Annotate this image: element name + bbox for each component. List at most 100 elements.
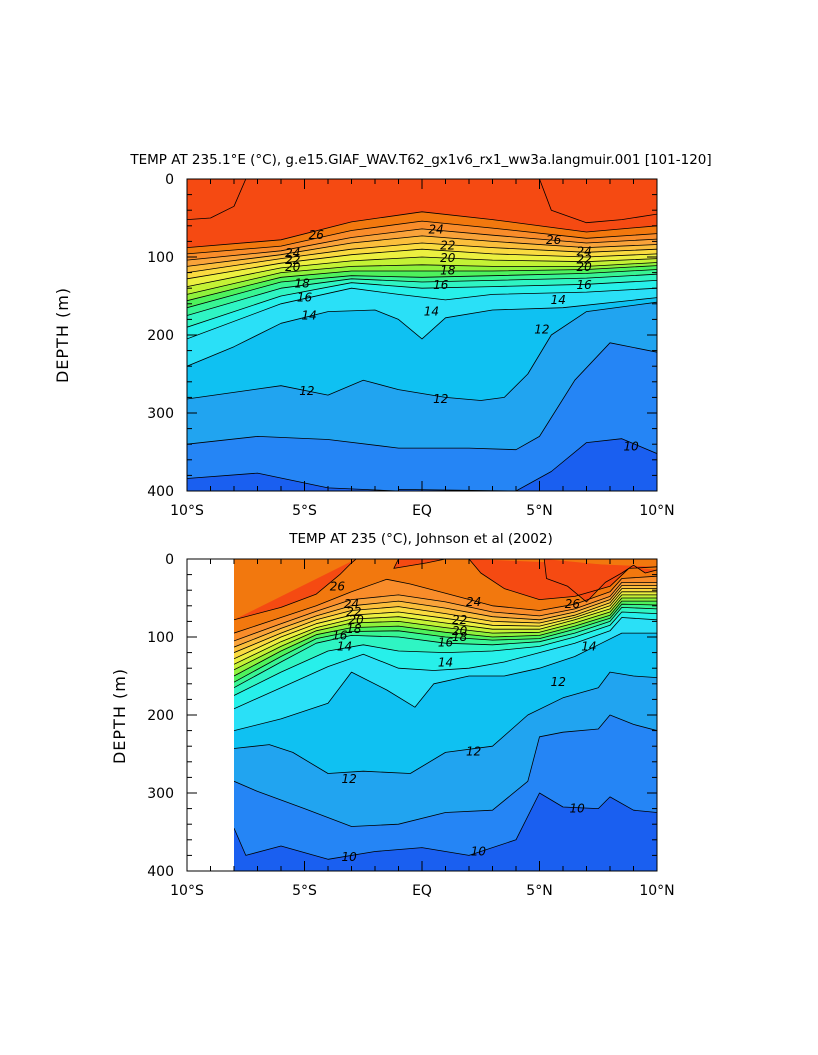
p1-isotherm-19-9 (234, 597, 657, 671)
p0-contour-label-14: 24 (576, 245, 591, 259)
p0-contour-label-0: 26 (309, 228, 325, 242)
p0-isotherm-23-14 (187, 235, 657, 267)
top-panel-title: TEMP AT 235.1°E (°C), g.e15.GIAF_WAV.T62… (129, 152, 711, 168)
p1-isotherm-27-19 (543, 559, 657, 603)
p0-contour-label-21: 12 (433, 392, 448, 406)
p0-xtick-label-1: 5°S (292, 503, 317, 519)
p0-contour-label-1: 24 (285, 246, 300, 260)
p1-isotherm-14-4 (234, 617, 657, 710)
p1-xtick-label-3: 5°N (526, 883, 552, 899)
p1-contour-label-4: 18 (346, 622, 362, 636)
p1-contour-label-6: 14 (337, 639, 352, 653)
p0-isotherm-27-18 (187, 179, 247, 220)
p0-band-26-17 (187, 179, 657, 248)
p0-ytick-label-0: 0 (165, 172, 174, 188)
p0-isotherm-16-7 (187, 273, 657, 316)
p1-isotherm-13-3 (234, 632, 657, 731)
p1-contour-label-19: 10 (471, 845, 487, 859)
p1-isotherm-24-14 (234, 582, 657, 642)
top-y-axis-label: DEPTH (m) (53, 287, 72, 383)
p1-contour-label-12: 14 (438, 656, 453, 670)
p1-ytick-label-0: 0 (165, 552, 174, 568)
p1-contour-label-5: 16 (332, 628, 348, 642)
p1-contour-label-0: 26 (330, 579, 346, 593)
p0-contour-label-18: 14 (551, 293, 566, 307)
p0-isotherm-26-17 (187, 211, 657, 248)
p0-isotherm-12-3 (187, 301, 657, 401)
panel-bottom: TEMP AT 235 (°C), Johnson et al (2002) D… (110, 531, 675, 899)
p1-isotherm-22-12 (234, 588, 657, 653)
p0-contour-label-20: 12 (299, 384, 314, 398)
p0-isotherm-13-4 (187, 297, 657, 367)
p0-isotherm-18-9 (187, 265, 657, 302)
p0-filled-field: 2624222018161424222018161426242220161412… (187, 179, 657, 491)
p1-isotherm-26-16 (234, 559, 357, 621)
p0-isotherm-20-11 (187, 256, 657, 287)
p0-xtick-label-4: 10°N (639, 503, 674, 519)
p1-contour-label-1: 24 (344, 597, 359, 611)
p0-contour-label-10: 18 (440, 263, 456, 277)
p1-contour-label-13: 26 (565, 597, 581, 611)
p1-contour-label-8: 22 (452, 613, 467, 627)
p0-isotherm-27-19 (539, 179, 657, 224)
p0-contour-label-17: 16 (576, 278, 592, 292)
p0-isotherm-14-5 (187, 287, 657, 340)
p1-isotherm-10-0 (234, 792, 657, 860)
p1-isotherm-23-13 (234, 585, 657, 648)
panel-top: TEMP AT 235.1°E (°C), g.e15.GIAF_WAV.T62… (53, 152, 712, 519)
p1-xtick-label-4: 10°N (639, 883, 674, 899)
p0-isotherm-21-12 (187, 248, 657, 280)
p1-contour-label-14: 14 (581, 639, 596, 653)
p0-ytick-label-2: 200 (147, 328, 174, 344)
p1-xtick-label-1: 5°S (292, 883, 317, 899)
p1-isotherm-15-5 (234, 611, 657, 696)
p1-isotherm-18-8 (234, 600, 657, 677)
p1-isotherm-20-10 (234, 594, 657, 665)
p1-xtick-label-0: 10°S (170, 883, 204, 899)
p1-band-27-19 (544, 559, 657, 602)
p0-xtick-label-2: EQ (412, 503, 432, 519)
p1-contour-label-2: 22 (346, 605, 361, 619)
p1-isotherm-11-1 (234, 714, 657, 827)
p1-isotherm-25-15 (234, 575, 657, 634)
p1-ytick-label-2: 200 (147, 708, 174, 724)
p0-contour-label-6: 14 (302, 309, 317, 323)
p1-contour-label-7: 24 (466, 595, 481, 609)
p0-contour-label-5: 16 (297, 291, 313, 305)
p0-ytick-label-1: 100 (147, 250, 174, 266)
p1-isotherm-26-18 (468, 559, 657, 600)
p0-isotherm-22-13 (187, 242, 657, 273)
p0-isotherm-19-10 (187, 262, 657, 295)
p0-contour-label-3: 20 (285, 260, 301, 274)
p1-isotherm-16-6 (234, 607, 657, 689)
p1-ytick-label-3: 300 (147, 786, 174, 802)
p0-contour-label-2: 22 (285, 253, 300, 267)
p1-ticks (186, 558, 658, 872)
p0-ytick-label-3: 300 (147, 406, 174, 422)
p1-ytick-label-4: 400 (147, 864, 174, 880)
p0-contour-label-9: 20 (440, 251, 456, 265)
p0-isotherm-15-6 (187, 280, 657, 328)
p0-contour-label-19: 12 (534, 323, 549, 337)
p0-contour-label-13: 26 (546, 233, 562, 247)
p1-ytick-label-1: 100 (147, 630, 174, 646)
p1-contour-label-3: 20 (349, 613, 365, 627)
p0-ticks (186, 178, 658, 492)
p0-contour-label-22: 10 (623, 440, 639, 454)
p0-isotherm-11-2 (187, 342, 657, 451)
p1-band-26-16 (234, 559, 357, 620)
p0-band-27-18 (187, 179, 246, 220)
p0-band-27-19 (539, 179, 657, 223)
p0-contour-label-12: 14 (424, 305, 439, 319)
p1-isotherm-26-17 (393, 559, 446, 569)
p1-isotherm-17-7 (234, 603, 657, 683)
bottom-y-axis-label: DEPTH (m) (110, 668, 129, 764)
p1-contour-label-17: 12 (341, 772, 356, 786)
p1-contour-label-11: 16 (438, 636, 454, 650)
p0-isotherm-24-15 (187, 228, 657, 261)
p1-xtick-label-2: EQ (412, 883, 432, 899)
p0-isotherm-17-8 (187, 269, 657, 309)
